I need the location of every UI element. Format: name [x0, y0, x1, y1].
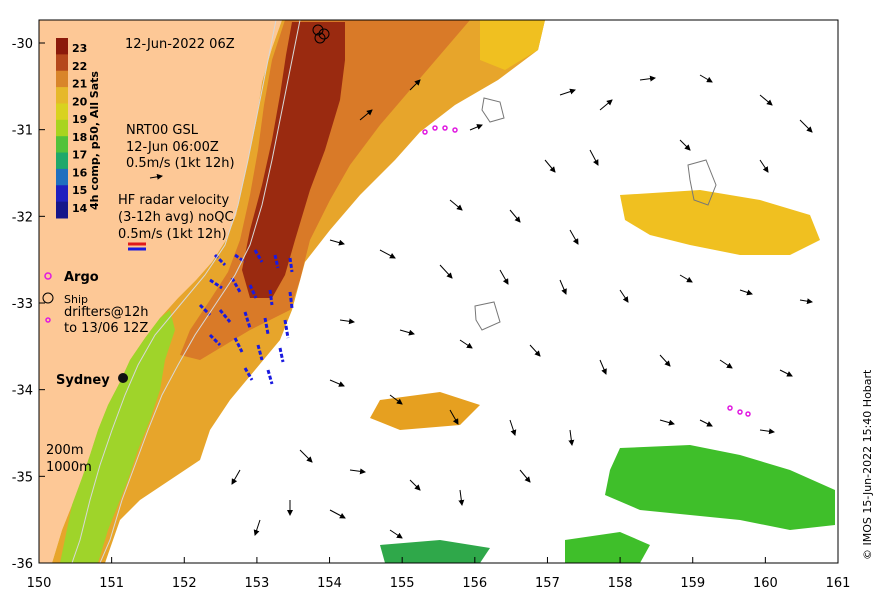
hf-line-3: 0.5m/s (1kt 12h): [118, 227, 227, 242]
colorbar-label: 4h comp, p50, All Sats: [88, 71, 101, 210]
ship-legend-icon: [42, 292, 54, 304]
gsl-line-2: 12-Jun 06:00Z: [126, 140, 219, 155]
x-tick-label: 152: [172, 576, 197, 591]
x-tick-label: 151: [99, 576, 124, 591]
y-tick-label: -30: [12, 37, 33, 52]
sst-green-south-2: [565, 532, 650, 563]
drifters-legend-line-2: to 13/06 12Z: [64, 321, 148, 336]
x-tick-label: 153: [244, 576, 269, 591]
contour-1000m-label: 1000m: [46, 460, 92, 475]
x-tick-label: 157: [535, 576, 560, 591]
x-tick-label: 154: [317, 576, 342, 591]
y-tick-label: -36: [12, 557, 33, 572]
x-tick-label: 160: [753, 576, 778, 591]
colorbar-swatch: [56, 168, 68, 186]
colorbar-swatch: [56, 87, 68, 104]
gsl-vectors: [231, 74, 813, 539]
argo-legend-icon: [44, 272, 52, 280]
x-tick-label: 156: [462, 576, 487, 591]
land-australia: [39, 20, 282, 563]
y-tick-label: -31: [12, 124, 33, 139]
colorbar-tick-label: 20: [72, 95, 88, 108]
argo-floats: [422, 125, 751, 417]
map-layers: [39, 20, 835, 563]
x-tick-label: 161: [826, 576, 851, 591]
ship-markers: [312, 24, 330, 44]
gsl-scale-arrow: [149, 173, 163, 180]
sst-warm-band-outer: [52, 20, 545, 563]
colorbar-swatch: [56, 70, 68, 88]
colorbar-swatch: [56, 54, 68, 72]
island-outline-1: [481, 97, 505, 123]
colorbar-tick-label: 22: [72, 60, 87, 73]
x-tick-label: 158: [608, 576, 633, 591]
sst-green-south: [380, 540, 490, 563]
colorbar-swatch: [56, 103, 68, 121]
sst-warm-core: [242, 22, 345, 298]
hf-line-2: (3-12h avg) noQC: [118, 210, 234, 225]
sst-yellow-northeast: [480, 20, 545, 70]
hf-line-1: HF radar velocity: [118, 193, 230, 208]
x-axis-ticks: 150 151 152 153 154 155 156 157 158 159 160 161: [27, 557, 851, 591]
gsl-line-3: 0.5m/s (1kt 12h): [126, 156, 235, 171]
colorbar-tick-label: 19: [72, 113, 87, 126]
colorbar-tick-label: 18: [72, 131, 87, 144]
colorbar-tick-label: 15: [72, 184, 87, 197]
colorbar-swatch: [56, 38, 68, 55]
plot-frame: [38, 19, 839, 564]
sst-colorbar: 23 22 21 20 19 18 17 16 15 14: [56, 38, 88, 219]
island-outline-3: [474, 301, 501, 331]
y-tick-label: -32: [12, 210, 33, 225]
y-axis-ticks: -30 -31 -32 -33 -34 -35 -36: [12, 37, 45, 572]
x-tick-label: 159: [680, 576, 705, 591]
colorbar-swatch: [56, 201, 68, 219]
city-label-sydney: Sydney: [56, 373, 110, 388]
y-tick-label: -33: [12, 297, 33, 312]
colorbar-swatch: [56, 152, 68, 170]
colorbar-swatch: [56, 185, 68, 203]
colorbar-tick-label: 14: [72, 202, 88, 215]
colorbar-tick-label: 17: [72, 149, 87, 162]
drifter-legend-icon: [45, 317, 51, 323]
gsl-line-1: NRT00 GSL: [126, 123, 199, 138]
sst-green-southeast: [605, 445, 835, 530]
x-tick-label: 155: [390, 576, 415, 591]
sst-green-coastal: [60, 310, 175, 563]
colorbar-swatch: [56, 136, 68, 154]
contour-1000m: [99, 20, 301, 563]
map-datetime: 12-Jun-2022 06Z: [125, 37, 235, 52]
contour-200m: [71, 20, 277, 563]
colorbar-tick-label: 21: [72, 78, 87, 91]
drifters-legend-line-1: drifters@12h: [64, 305, 149, 320]
colorbar-tick-label: 16: [72, 166, 88, 179]
colorbar-tick-label: 23: [72, 42, 87, 55]
x-tick-label: 150: [27, 576, 52, 591]
y-tick-label: -34: [12, 384, 33, 399]
argo-legend-label: Argo: [64, 270, 99, 285]
copyright-label: © IMOS 15-Jun-2022 15:40 Hobart: [861, 369, 874, 560]
colorbar-swatch: [56, 119, 68, 137]
contour-200m-label: 200m: [46, 443, 83, 458]
ship-legend-label: Ship: [64, 293, 88, 306]
hf-radar-vectors: [198, 249, 294, 385]
y-tick-label: -35: [12, 470, 33, 485]
island-outline-2: [687, 159, 717, 206]
sst-yellow-offshore: [620, 190, 820, 255]
sydney-marker: [118, 373, 128, 383]
